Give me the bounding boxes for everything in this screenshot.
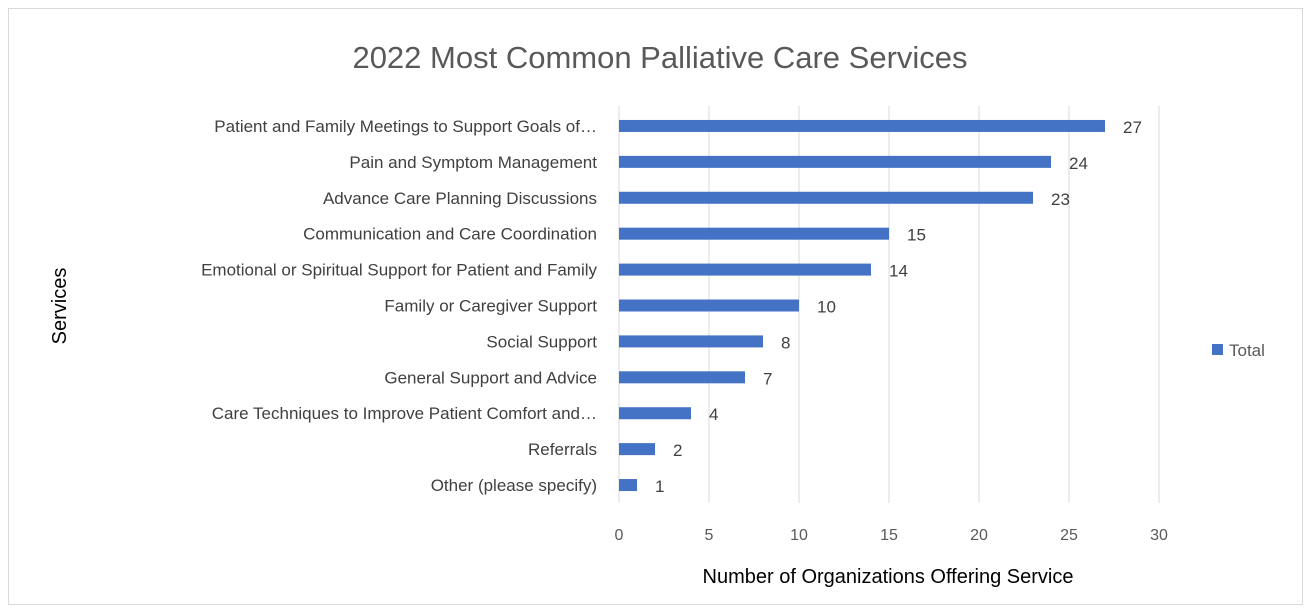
- x-tick-labels: 0 5 10 15 20 25 30: [615, 527, 1168, 544]
- category-label: Other (please specify): [431, 476, 597, 495]
- category-label: Family or Caregiver Support: [384, 297, 597, 316]
- bar: [619, 371, 745, 384]
- bar: [619, 335, 763, 348]
- data-label: 23: [1051, 190, 1070, 209]
- y-axis-label: Services: [49, 268, 71, 345]
- data-label: 2: [673, 441, 682, 460]
- data-label: 27: [1123, 118, 1142, 137]
- bar: [619, 443, 655, 456]
- gridlines: [618, 106, 1160, 503]
- legend: Total: [1212, 341, 1265, 360]
- category-label: Referrals: [528, 440, 597, 459]
- legend-swatch-total: [1212, 344, 1223, 355]
- bar: [619, 119, 1105, 132]
- data-label: 10: [817, 298, 836, 317]
- data-label: 4: [709, 405, 718, 424]
- x-tick-label: 15: [880, 527, 898, 544]
- bar: [619, 227, 889, 240]
- category-label: Patient and Family Meetings to Support G…: [214, 117, 597, 136]
- x-tick-label: 5: [705, 527, 714, 544]
- data-label: 1: [655, 477, 664, 496]
- x-tick-label: 25: [1060, 527, 1078, 544]
- data-labels: 27 24 23 15 14 10 87 4 21: [655, 118, 1142, 496]
- data-label: 24: [1069, 154, 1088, 173]
- category-label: Advance Care Planning Discussions: [323, 189, 597, 208]
- x-axis-label: Number of Organizations Offering Service: [703, 566, 1074, 588]
- bar: [619, 299, 799, 312]
- category-label: Emotional or Spiritual Support for Patie…: [201, 261, 597, 280]
- data-label: 15: [907, 226, 926, 245]
- bars: [619, 119, 1105, 492]
- bar: [619, 407, 691, 420]
- bar: [619, 155, 1051, 168]
- x-tick-label: 10: [790, 527, 808, 544]
- data-label: 14: [889, 262, 908, 281]
- category-label: Social Support: [486, 332, 597, 351]
- data-label: 8: [781, 333, 790, 352]
- bar: [619, 263, 871, 276]
- x-tick-label: 0: [615, 527, 624, 544]
- category-labels: Patient and Family Meetings to Support G…: [201, 117, 597, 495]
- data-label: 7: [763, 369, 772, 388]
- legend-label-total: Total: [1229, 341, 1265, 360]
- chart-title: 2022 Most Common Palliative Care Service…: [352, 40, 967, 75]
- category-label: General Support and Advice: [384, 368, 597, 387]
- bar: [619, 191, 1033, 204]
- bar: [619, 479, 637, 492]
- category-label: Pain and Symptom Management: [349, 153, 597, 172]
- category-label: Care Techniques to Improve Patient Comfo…: [212, 404, 597, 423]
- x-tick-label: 20: [970, 527, 988, 544]
- category-label: Communication and Care Coordination: [303, 225, 597, 244]
- x-tick-label: 30: [1150, 527, 1168, 544]
